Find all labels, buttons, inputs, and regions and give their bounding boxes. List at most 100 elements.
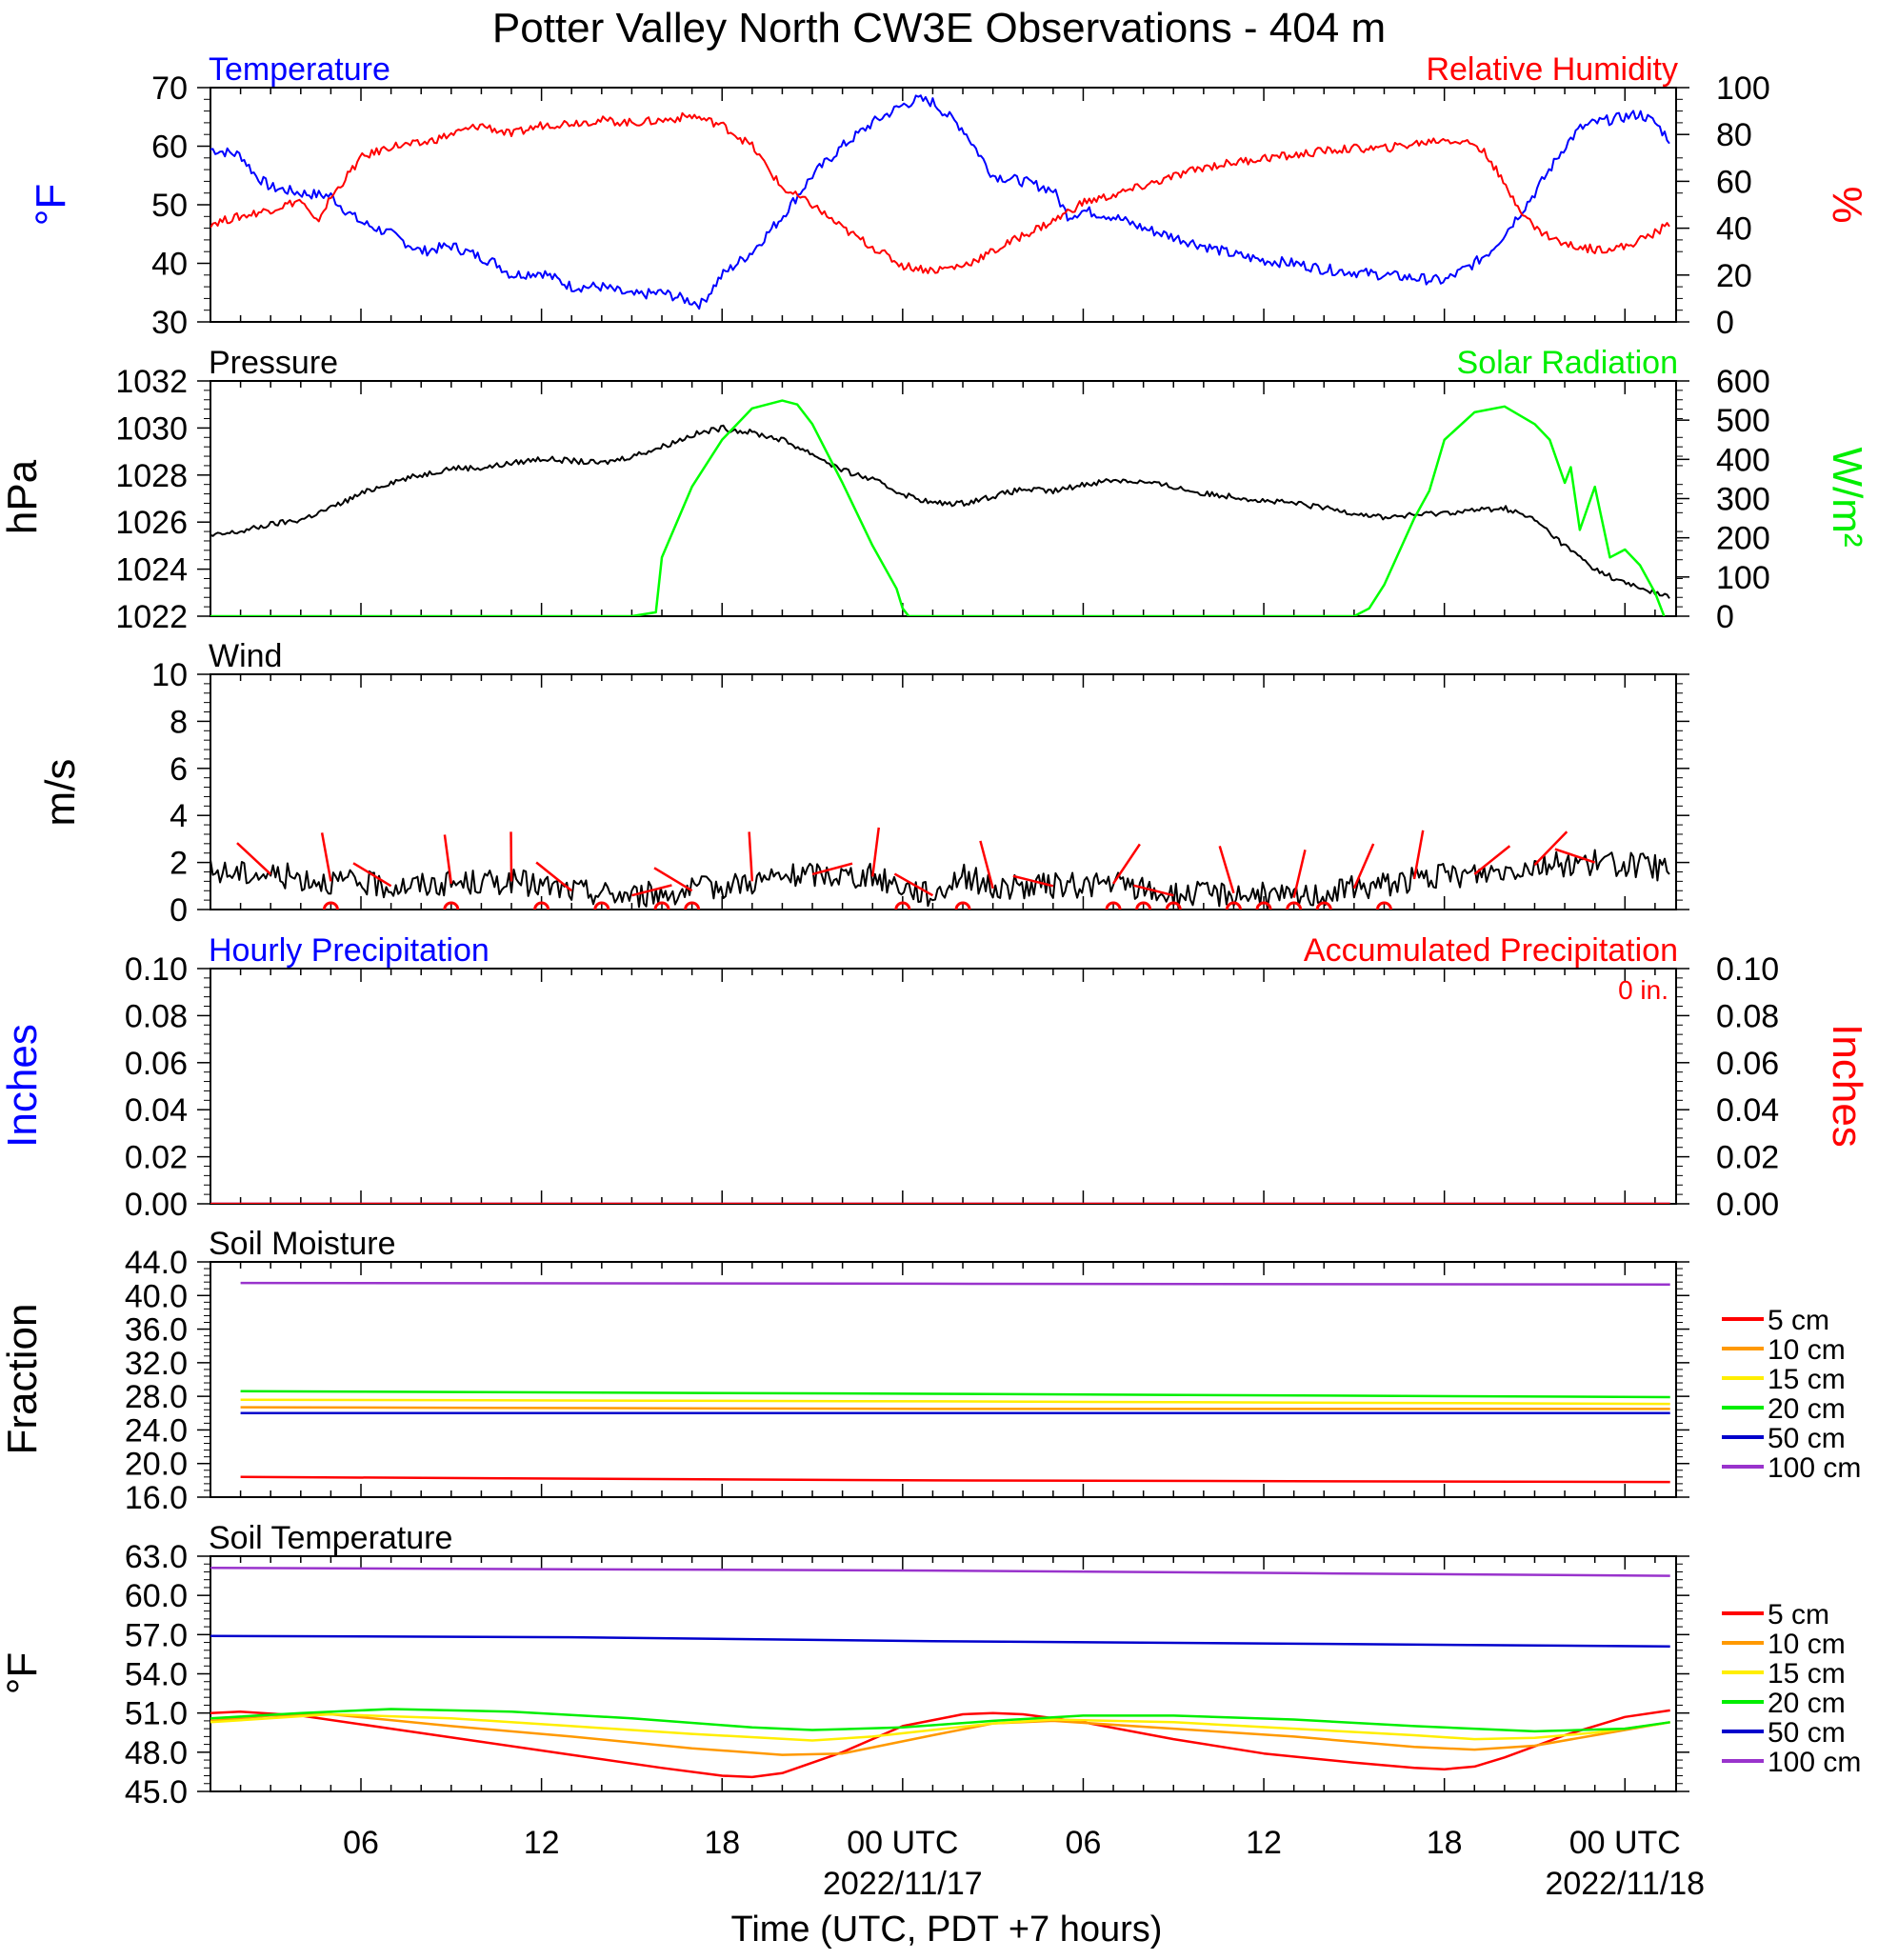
y-left-tick-label: 0.04 xyxy=(125,1092,188,1129)
panel-title-left: Pressure xyxy=(209,345,338,381)
x-tick-label: 12 xyxy=(524,1825,560,1861)
y-right-tick-label: 20 xyxy=(1716,258,1752,294)
y-right-tick-label: 300 xyxy=(1716,482,1770,518)
y-right-axis-label: Inches xyxy=(1824,1024,1870,1148)
legend-label: 50 cm xyxy=(1768,1717,1846,1749)
y-left-tick-label: 24.0 xyxy=(125,1412,188,1449)
calm-wind-circle xyxy=(954,901,971,910)
series-pressure-line xyxy=(210,424,1670,599)
y-left-tick-label: 51.0 xyxy=(125,1696,188,1732)
y-left-tick-label: 60.0 xyxy=(125,1578,188,1614)
y-left-tick-label: 32.0 xyxy=(125,1346,188,1382)
y-left-tick-label: 1026 xyxy=(115,505,188,541)
y-right-tick-label: 0.08 xyxy=(1716,998,1779,1034)
y-left-tick-label: 0.10 xyxy=(125,951,188,988)
series-20-cm-line xyxy=(210,1708,1670,1733)
legend-label: 100 cm xyxy=(1768,1452,1861,1484)
legend-label: 20 cm xyxy=(1768,1688,1846,1719)
y-right-tick-label: 200 xyxy=(1716,521,1770,557)
x-tick-label: 18 xyxy=(704,1825,740,1861)
series-15-cm-line xyxy=(210,1712,1670,1742)
y-right-tick-label: 80 xyxy=(1716,117,1752,153)
y-left-tick-label: 36.0 xyxy=(125,1312,188,1349)
y-left-axis-label: m/s xyxy=(37,759,84,827)
panel-title-left: Temperature xyxy=(209,51,390,88)
series-wind-speed-line xyxy=(210,849,1670,910)
y-left-axis-label: °F xyxy=(0,1652,46,1694)
series-group xyxy=(210,399,1670,616)
x-date-label: 2022/11/17 xyxy=(823,1866,983,1902)
plot-frame xyxy=(210,380,1677,617)
wind-barb xyxy=(320,832,332,882)
legend-label: 15 cm xyxy=(1768,1364,1846,1395)
calm-wind-circle xyxy=(1286,901,1303,910)
y-left-tick-label: 2 xyxy=(170,846,188,882)
panel-title-left: Soil Moisture xyxy=(209,1226,396,1262)
y-left-tick-label: 16.0 xyxy=(125,1480,188,1516)
y-right-tick-label: 600 xyxy=(1716,364,1770,400)
panel-wind: 10 8 6 4 2 0 m/s Wind xyxy=(37,638,1689,929)
y-right-tick-label: 500 xyxy=(1716,403,1770,439)
y-left-tick-label: 6 xyxy=(170,751,188,788)
legend-label: 50 cm xyxy=(1768,1423,1846,1454)
y-left-tick-label: 4 xyxy=(170,798,188,834)
series-group xyxy=(210,1567,1670,1779)
plot-frame xyxy=(210,87,1677,323)
x-tick-label: 00 UTC xyxy=(1569,1825,1681,1861)
x-axis: 06 12 18 00 UTC 06 12 18 00 UTC 2022/11/17 2022/1… xyxy=(343,1825,1705,1902)
x-date-label: 2022/11/18 xyxy=(1545,1866,1705,1902)
y-right-tick-label: 400 xyxy=(1716,442,1770,478)
y-left-tick-label: 40 xyxy=(151,247,188,283)
y-left-tick-label: 54.0 xyxy=(125,1657,188,1693)
y-left-tick-label: 1032 xyxy=(115,364,188,400)
wind-barb xyxy=(811,862,853,876)
plot-frame xyxy=(210,1261,1677,1498)
y-right-tick-label: 0.04 xyxy=(1716,1092,1779,1129)
wind-barb xyxy=(1132,884,1174,897)
panel-title-right: Accumulated Precipitation xyxy=(1304,932,1678,969)
series-15-cm-line xyxy=(240,1398,1670,1406)
series-100-cm-line xyxy=(240,1281,1670,1287)
series-10-cm-line xyxy=(240,1406,1670,1410)
legend-label: 5 cm xyxy=(1768,1305,1829,1336)
y-left-tick-label: 0.06 xyxy=(125,1046,188,1082)
panel-precipitation: 0.10 0.08 0.06 0.04 0.02 0.00 0.10 0.08 0.06 0.04… xyxy=(0,932,1870,1223)
calm-wind-circle xyxy=(533,901,550,910)
x-axis-title: Time (UTC, PDT +7 hours) xyxy=(731,1910,1163,1950)
wind-barb xyxy=(236,842,272,875)
calm-wind-circle xyxy=(653,901,670,910)
y-left-tick-label: 0.08 xyxy=(125,998,188,1034)
wind-barb xyxy=(1412,830,1425,880)
panel-temperature-humidity: 70 60 50 40 30 100 80 60 40 20 0 °F % Temperature Rela… xyxy=(28,51,1870,341)
y-right-tick-label: 0.10 xyxy=(1716,951,1779,988)
wind-barb xyxy=(1218,846,1235,894)
wind-barb xyxy=(443,834,453,884)
x-tick-label: 06 xyxy=(1066,1825,1102,1861)
panel-title-left: Soil Temperature xyxy=(209,1520,452,1556)
calm-wind-circle xyxy=(593,901,610,910)
y-left-tick-label: 0 xyxy=(170,892,188,929)
legend-label: 100 cm xyxy=(1768,1747,1861,1778)
y-left-tick-label: 10 xyxy=(151,657,188,693)
y-left-tick-label: 63.0 xyxy=(125,1539,188,1575)
y-right-tick-label: 0.02 xyxy=(1716,1140,1779,1176)
y-left-axis-label: Fraction xyxy=(0,1304,46,1455)
y-left-tick-label: 60 xyxy=(151,130,188,166)
calm-wind-circle xyxy=(1315,901,1332,910)
wind-barb xyxy=(870,827,881,877)
y-left-tick-label: 70 xyxy=(151,70,188,107)
y-left-tick-label: 44.0 xyxy=(125,1245,188,1281)
calm-wind-circle xyxy=(1135,901,1152,910)
y-left-axis-label: hPa xyxy=(0,459,46,534)
wind-barb xyxy=(631,884,672,897)
calm-wind-circle xyxy=(443,901,460,910)
wind-barb xyxy=(1554,848,1596,864)
panel-title-left: Wind xyxy=(209,638,282,674)
wind-barb xyxy=(1533,830,1568,866)
y-left-tick-label: 0.00 xyxy=(125,1187,188,1223)
y-right-axis-label: % xyxy=(1824,186,1870,223)
